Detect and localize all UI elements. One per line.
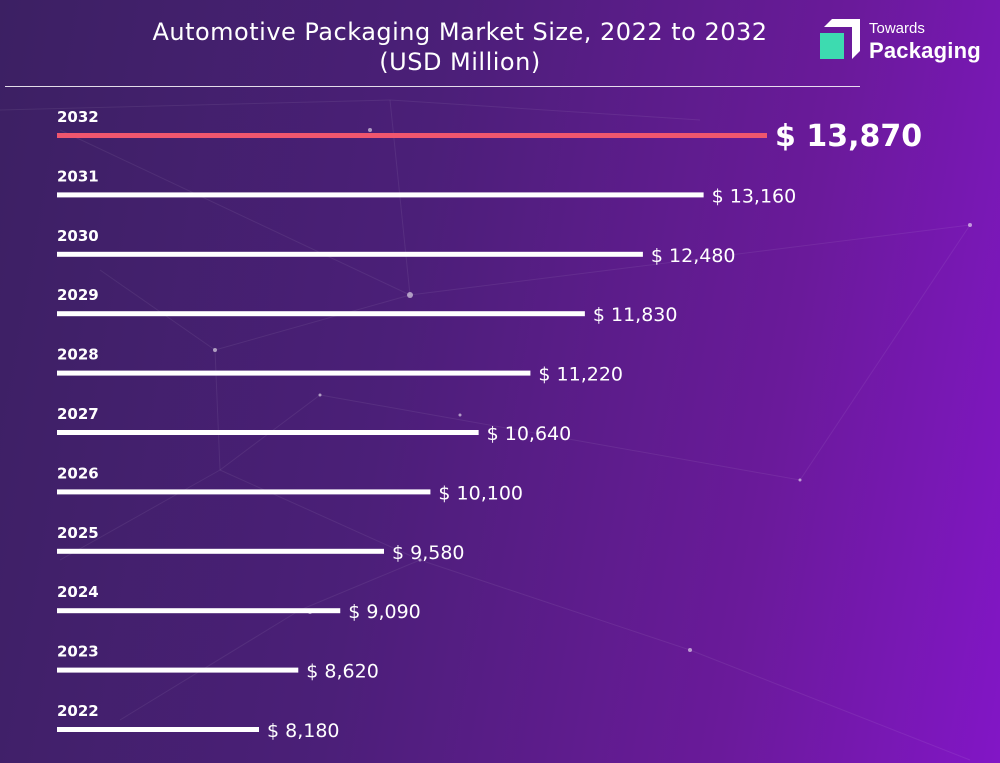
year-label-2026: 2026	[57, 464, 99, 482]
bar-2025	[57, 548, 384, 554]
year-label-2025: 2025	[57, 524, 99, 542]
value-label-2022: $ 8,180	[267, 720, 340, 742]
chart-title-line-2: (USD Million)	[379, 48, 541, 76]
value-label-2031: $ 13,160	[712, 185, 797, 207]
value-label-2025: $ 9,580	[392, 542, 465, 564]
value-label-2024: $ 9,090	[348, 601, 421, 623]
bar-2029	[57, 311, 585, 317]
bar-2026	[57, 489, 431, 495]
value-label-2026: $ 10,100	[438, 482, 523, 504]
chart-title-line-1: Automotive Packaging Market Size, 2022 t…	[152, 18, 768, 46]
bar-2028	[57, 370, 531, 376]
value-label-2027: $ 10,640	[487, 423, 572, 445]
year-label-2024: 2024	[57, 583, 99, 601]
bar-2023	[57, 667, 299, 673]
year-label-2031: 2031	[57, 167, 99, 185]
bar-2022	[57, 727, 259, 732]
value-label-2028: $ 11,220	[538, 364, 623, 386]
title-divider	[5, 86, 860, 87]
logo-text-towards: Towards	[869, 20, 925, 37]
bar-2032	[57, 133, 767, 138]
logo-text-packaging: Packaging	[869, 38, 981, 63]
bar-2024	[57, 608, 341, 614]
year-label-2029: 2029	[57, 286, 99, 304]
year-label-2028: 2028	[57, 346, 99, 364]
towards-packaging-logo-icon	[820, 19, 860, 59]
year-label-2027: 2027	[57, 405, 99, 423]
bar-2027	[57, 430, 479, 435]
year-label-2030: 2030	[57, 227, 99, 245]
year-label-2022: 2022	[57, 702, 99, 720]
towards-packaging-logo: Towards Packaging	[818, 17, 993, 69]
bar-2031	[57, 192, 704, 198]
value-label-2032: $ 13,870	[775, 119, 922, 154]
value-label-2029: $ 11,830	[593, 304, 678, 326]
bar-2030	[57, 251, 643, 257]
year-label-2023: 2023	[57, 643, 99, 661]
value-label-2023: $ 8,620	[306, 661, 379, 683]
year-label-2032: 2032	[57, 108, 99, 126]
value-label-2030: $ 12,480	[651, 245, 736, 267]
